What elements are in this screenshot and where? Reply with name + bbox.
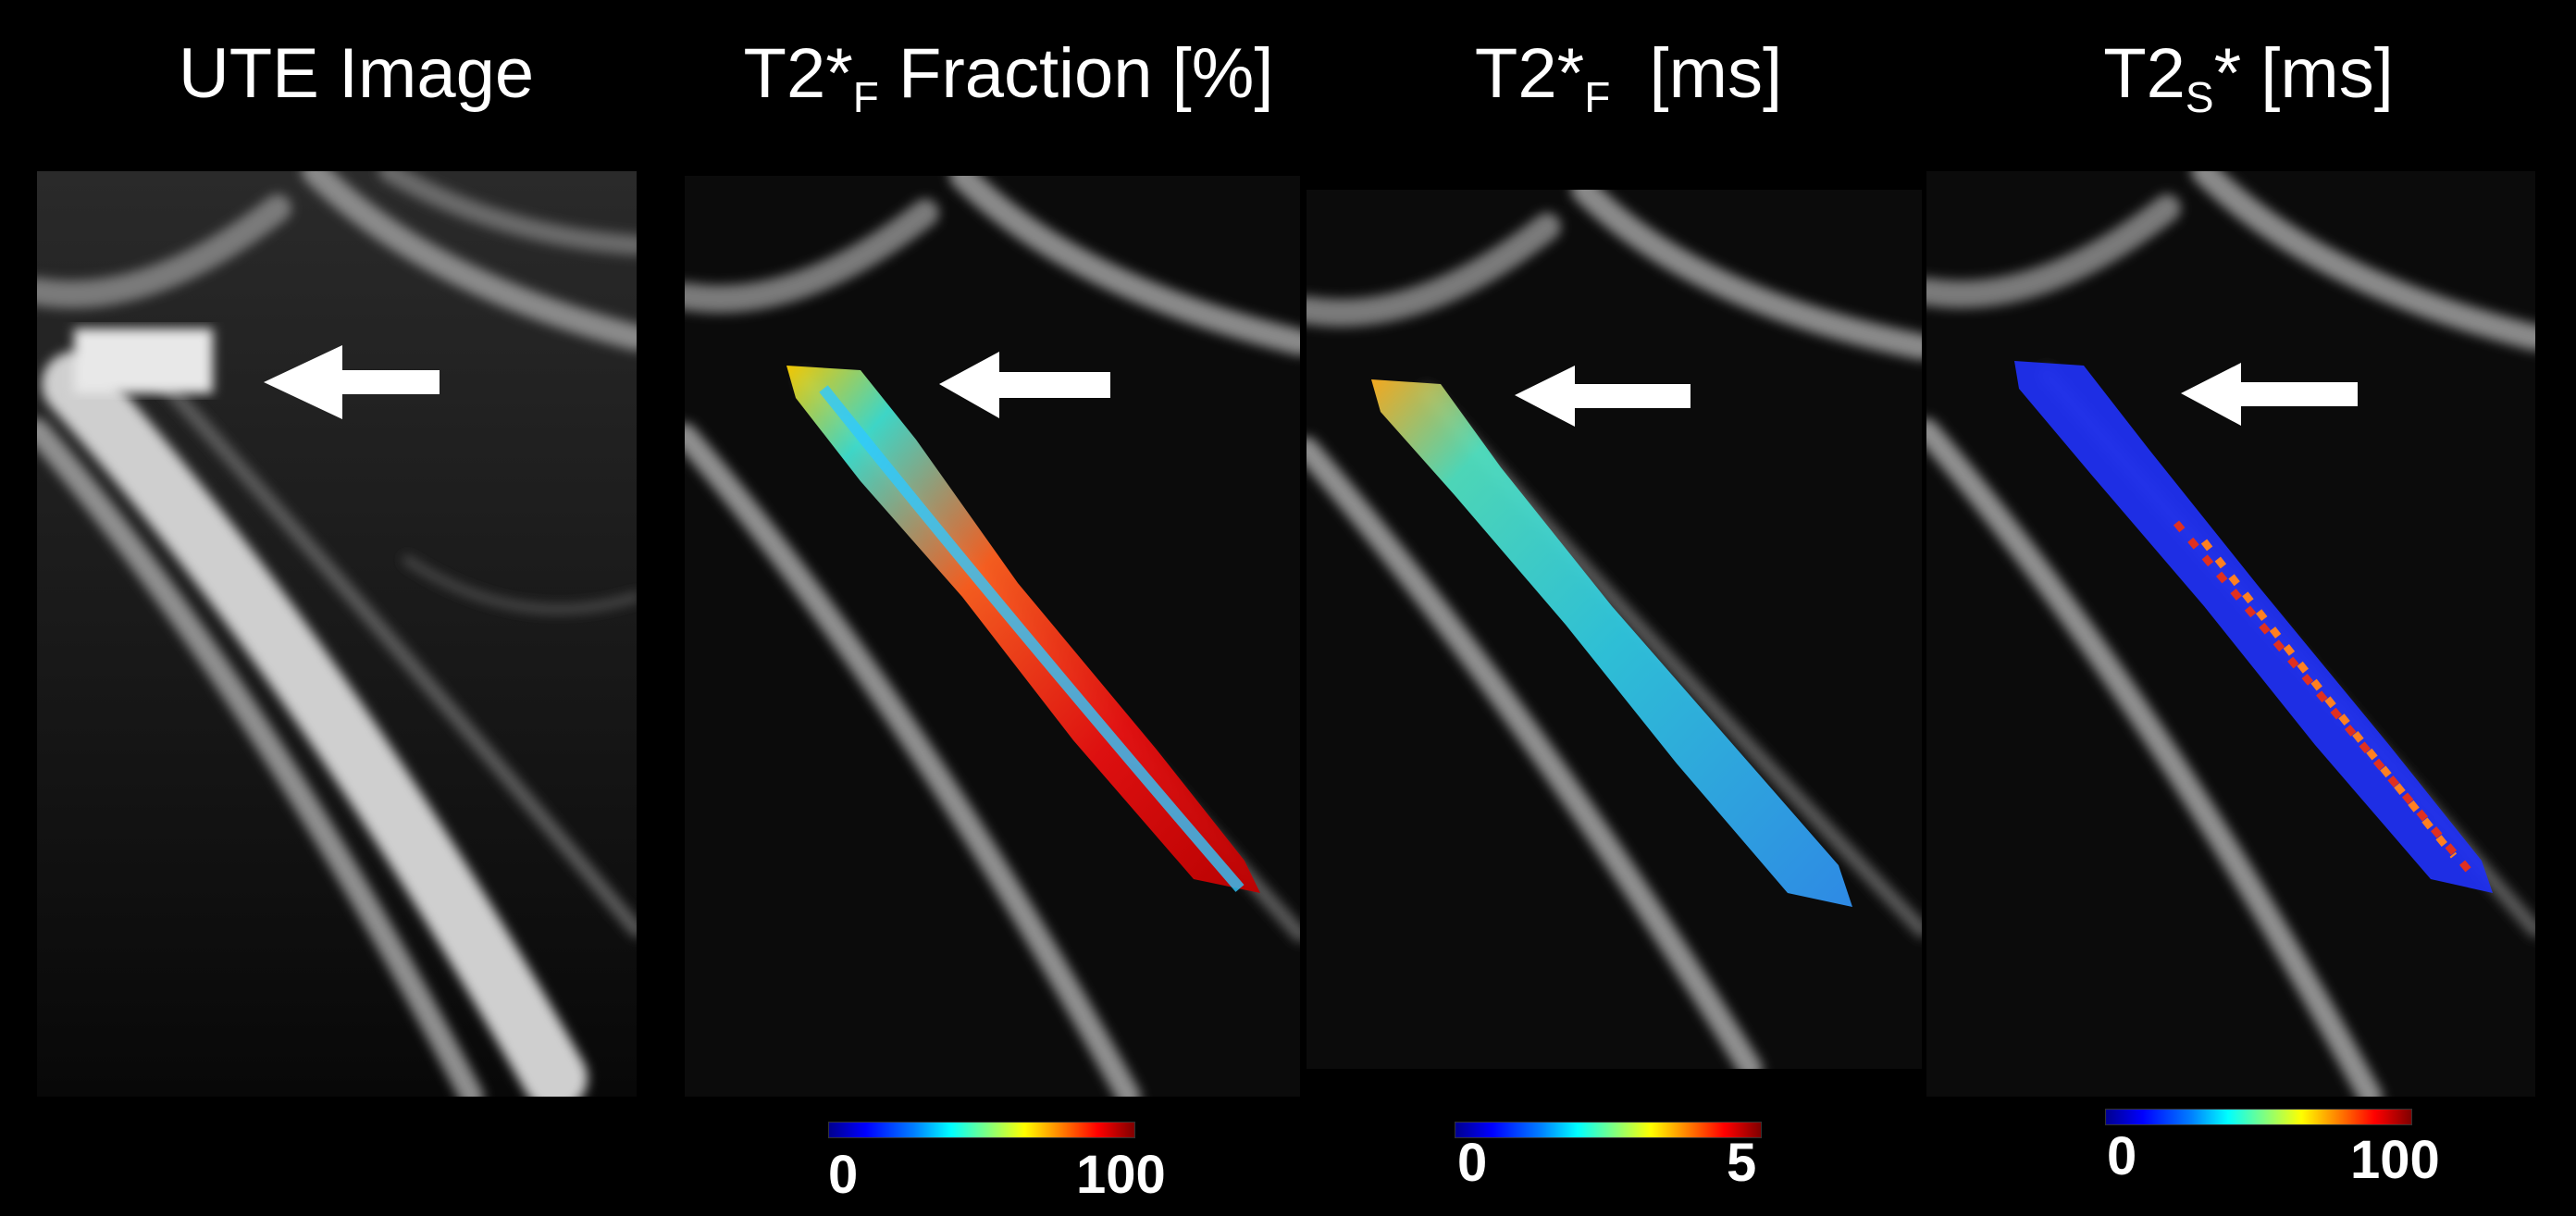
- title-t2s-tail: * [ms]: [2213, 34, 2394, 113]
- fraction-colorbar-max: 100: [1076, 1145, 1166, 1205]
- title-ute-text: UTE Image: [178, 34, 535, 113]
- t2f-colorbar-max: 5: [1727, 1133, 1757, 1193]
- t2f-colorbar: [1455, 1122, 1762, 1138]
- arrow-icon: [2181, 363, 2358, 426]
- title-fraction: T2*F Fraction [%]: [685, 28, 1332, 143]
- title-t2f-tail: [ms]: [1610, 34, 1783, 113]
- t2f-map: [1307, 190, 1922, 1069]
- arrow-icon: [1515, 366, 1690, 427]
- t2s-colorbar: [2105, 1109, 2412, 1125]
- title-t2s-sub: S: [2185, 73, 2214, 121]
- t2s-colorbar-max: 100: [2350, 1130, 2440, 1190]
- title-ute-image: UTE Image: [37, 28, 675, 120]
- fraction-colorbar-min: 0: [828, 1145, 859, 1205]
- arrow-icon: [264, 345, 440, 419]
- t2s-colorbar-min: 0: [2107, 1126, 2137, 1186]
- ute-image: [37, 171, 637, 1097]
- title-fraction-main: T2*: [743, 34, 853, 113]
- fraction-colorbar: [828, 1122, 1135, 1138]
- title-t2s: T2S* [ms]: [1934, 28, 2563, 143]
- t2f-colorbar-min: 0: [1457, 1133, 1488, 1193]
- title-t2f: T2*F [ms]: [1314, 28, 1943, 143]
- fraction-map-panel: [685, 176, 1300, 1097]
- title-fraction-tail: Fraction [%]: [878, 34, 1274, 113]
- title-fraction-sub: F: [852, 73, 879, 121]
- title-t2f-sub: F: [1584, 73, 1611, 121]
- title-t2f-main: T2*: [1474, 34, 1585, 113]
- ute-image-panel: [37, 171, 637, 1097]
- arrow-icon: [939, 352, 1110, 418]
- t2f-map-panel: [1307, 190, 1922, 1069]
- t2s-map: [1926, 171, 2535, 1097]
- fraction-map: [685, 176, 1300, 1097]
- t2s-map-panel: [1926, 171, 2535, 1097]
- title-t2s-main: T2: [2103, 34, 2186, 113]
